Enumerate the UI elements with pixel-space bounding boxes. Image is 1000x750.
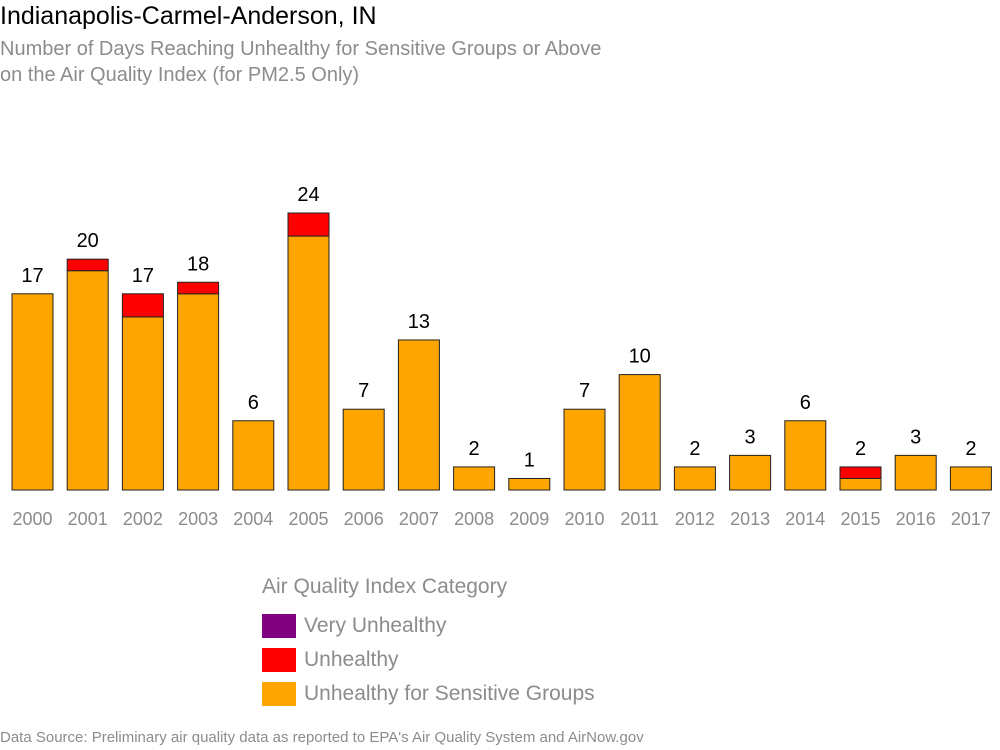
data-label-2007: 13 bbox=[408, 311, 430, 333]
legend-label: Very Unhealthy bbox=[304, 614, 447, 637]
x-tick-label-2011: 2011 bbox=[620, 509, 659, 529]
data-source-note: Data Source: Preliminary air quality dat… bbox=[0, 729, 644, 746]
data-label-2017: 2 bbox=[965, 438, 976, 460]
data-label-2000: 17 bbox=[21, 265, 43, 287]
x-tick-label-2014: 2014 bbox=[785, 509, 825, 529]
data-label-2011: 10 bbox=[629, 346, 651, 368]
subtitle-line-2: on the Air Quality Index (for PM2.5 Only… bbox=[0, 64, 360, 86]
data-label-2014: 6 bbox=[800, 392, 811, 414]
data-label-2004: 6 bbox=[248, 392, 259, 414]
legend-title: Air Quality Index Category bbox=[262, 575, 508, 598]
x-tick-label-2004: 2004 bbox=[233, 509, 273, 529]
bar-segment-2015 bbox=[839, 477, 882, 491]
bar-segment-2000 bbox=[11, 293, 54, 491]
bar-segment-2012 bbox=[673, 466, 716, 491]
data-label-2005: 24 bbox=[297, 184, 319, 206]
legend-swatch-usg bbox=[262, 682, 296, 706]
data-label-2009: 1 bbox=[524, 449, 535, 471]
legend-item-usg: Unhealthy for Sensitive Groups bbox=[262, 677, 595, 711]
x-tick-label-2003: 2003 bbox=[178, 509, 218, 529]
bar-segment-2017 bbox=[949, 466, 992, 491]
data-label-2012: 2 bbox=[689, 438, 700, 460]
x-tick-label-2005: 2005 bbox=[288, 509, 328, 529]
bar-segment-2005 bbox=[287, 212, 330, 237]
bar-segment-2002 bbox=[121, 293, 164, 318]
data-label-2010: 7 bbox=[579, 380, 590, 402]
subtitle-line-1: Number of Days Reaching Unhealthy for Se… bbox=[0, 38, 602, 60]
legend: Air Quality Index Category Very Unhealth… bbox=[262, 575, 595, 711]
chart-title: Indianapolis-Carmel-Anderson, IN bbox=[0, 2, 377, 30]
x-tick-label-2017: 2017 bbox=[951, 509, 991, 529]
bar-segment-2001 bbox=[66, 258, 109, 272]
x-tick-label-2016: 2016 bbox=[896, 509, 936, 529]
x-tick-label-2009: 2009 bbox=[509, 509, 549, 529]
bar-segment-2013 bbox=[729, 454, 772, 491]
bar-segment-2016 bbox=[894, 454, 937, 491]
bar-segment-2008 bbox=[453, 466, 496, 491]
x-tick-label-2015: 2015 bbox=[840, 509, 880, 529]
data-label-2008: 2 bbox=[469, 438, 480, 460]
data-label-2016: 3 bbox=[910, 426, 921, 448]
bar-segment-2007 bbox=[397, 339, 440, 491]
bar-segment-2011 bbox=[618, 374, 661, 491]
x-tick-label-2002: 2002 bbox=[123, 509, 163, 529]
bar-segment-2010 bbox=[563, 408, 606, 491]
bar-segment-2009 bbox=[508, 477, 551, 491]
bar-segment-2015 bbox=[839, 466, 882, 479]
legend-item-unhealthy: Unhealthy bbox=[262, 643, 595, 677]
data-label-2002: 17 bbox=[132, 265, 154, 287]
bar-segment-2014 bbox=[784, 420, 827, 491]
x-tick-label-2006: 2006 bbox=[344, 509, 384, 529]
x-tick-label-2013: 2013 bbox=[730, 509, 770, 529]
data-label-2001: 20 bbox=[77, 230, 99, 252]
bar-segment-2005 bbox=[287, 235, 330, 491]
legend-label: Unhealthy for Sensitive Groups bbox=[304, 682, 595, 705]
bar-segment-2003 bbox=[177, 293, 220, 491]
bar-segment-2001 bbox=[66, 270, 109, 491]
x-tick-label-2008: 2008 bbox=[454, 509, 494, 529]
legend-swatch-very-unhealthy bbox=[262, 614, 296, 638]
bar-segment-2002 bbox=[121, 316, 164, 491]
data-label-2013: 3 bbox=[745, 426, 756, 448]
chart-subtitle: Number of Days Reaching Unhealthy for Se… bbox=[0, 36, 601, 88]
legend-swatch-unhealthy bbox=[262, 648, 296, 672]
data-label-2015: 2 bbox=[855, 438, 866, 460]
bar-chart: 1720002020011720021820036200424200572006… bbox=[11, 184, 992, 529]
x-tick-label-2000: 2000 bbox=[12, 509, 52, 529]
data-label-2003: 18 bbox=[187, 253, 209, 275]
bar-segment-2004 bbox=[232, 420, 275, 491]
bar-segment-2006 bbox=[342, 408, 385, 491]
data-label-2006: 7 bbox=[358, 380, 369, 402]
bar-segment-2003 bbox=[177, 281, 220, 295]
x-tick-label-2001: 2001 bbox=[68, 509, 108, 529]
x-tick-label-2010: 2010 bbox=[564, 509, 604, 529]
legend-label: Unhealthy bbox=[304, 648, 399, 671]
legend-item-very-unhealthy: Very Unhealthy bbox=[262, 609, 595, 643]
x-tick-label-2012: 2012 bbox=[675, 509, 715, 529]
x-tick-label-2007: 2007 bbox=[399, 509, 439, 529]
